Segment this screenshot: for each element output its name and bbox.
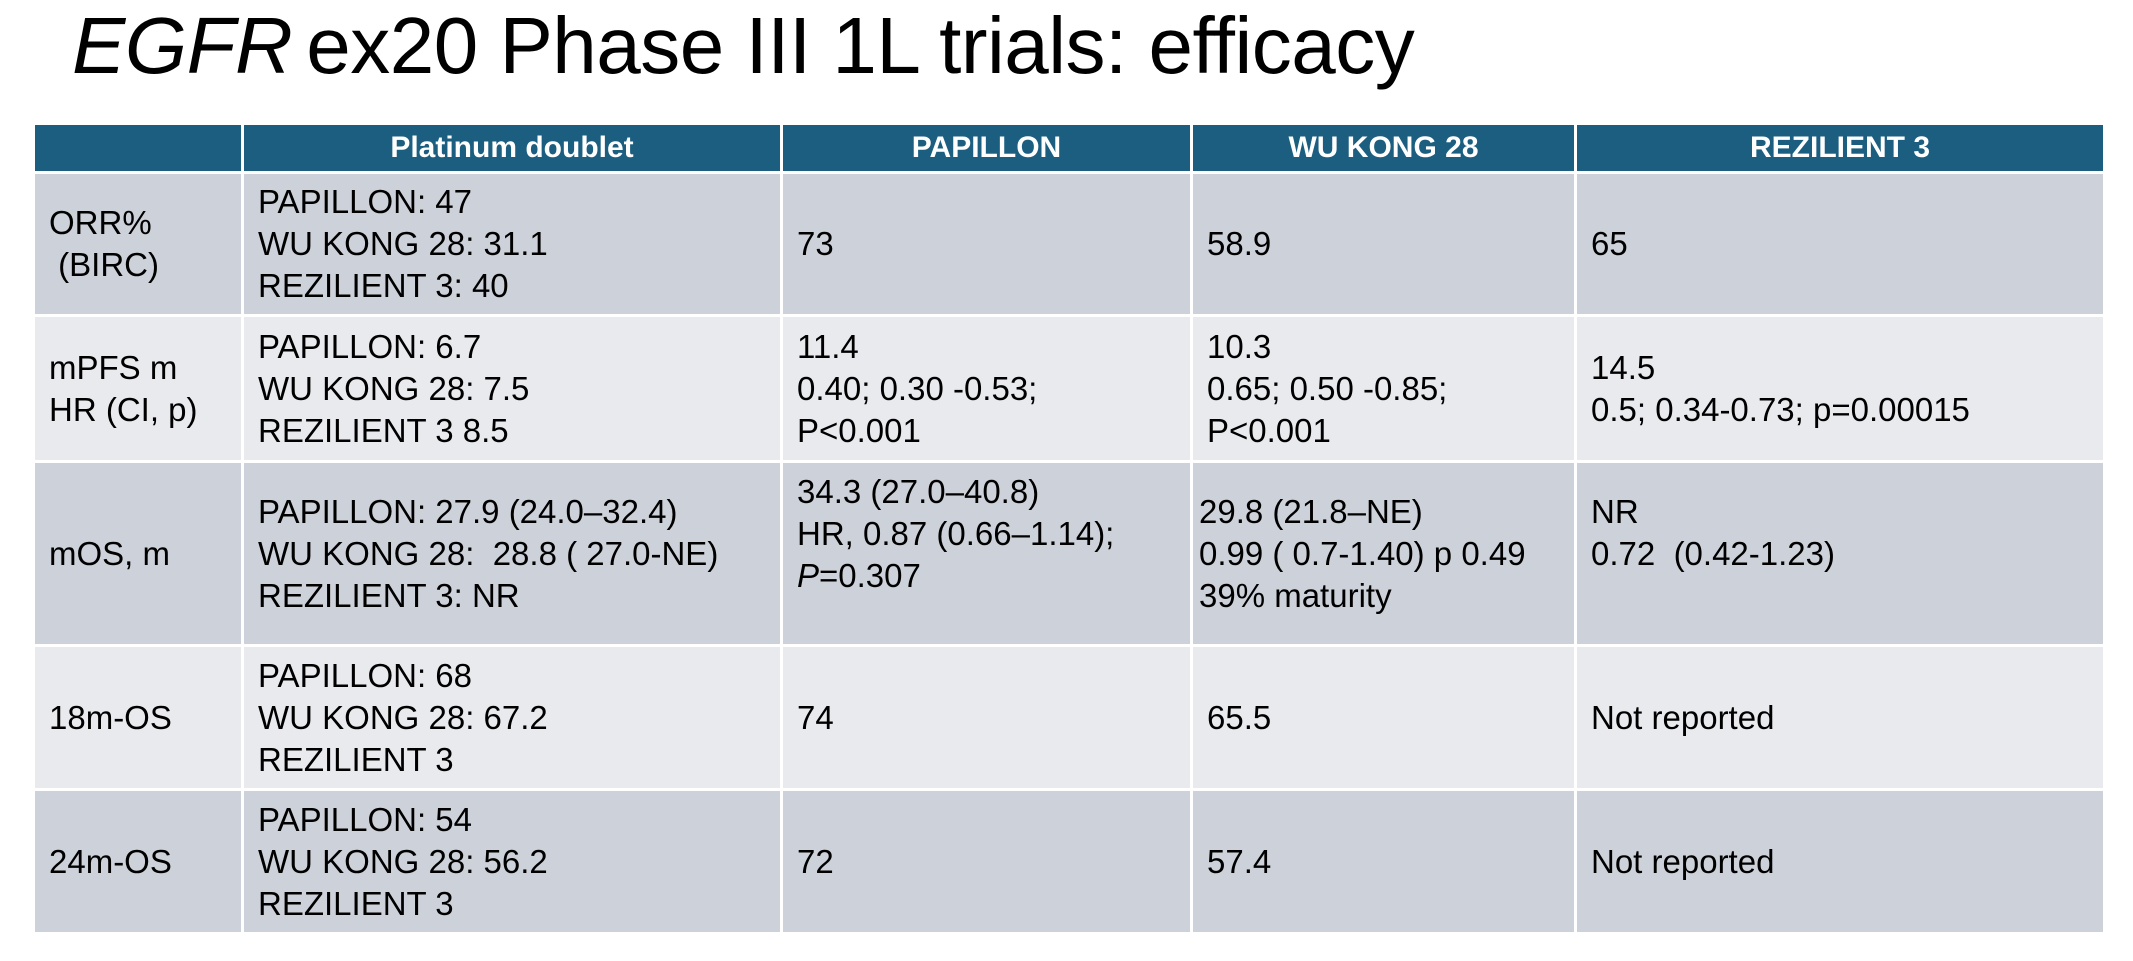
cell-platinum-24m-os: PAPILLON: 54 WU KONG 28: 56.2 REZILIENT …	[241, 788, 783, 935]
header-corner	[32, 122, 244, 174]
cell-line: PAPILLON: 47	[258, 183, 473, 220]
page-title: EGFR ex20 Phase III 1L trials: efficacy	[72, 0, 1415, 92]
title-gene: EGFR	[72, 1, 293, 90]
cell-line: 29.8 (21.8–NE)	[1199, 492, 1423, 530]
p-value: =0.307	[819, 557, 921, 594]
table-row-orr: ORR% (BIRC) PAPILLON: 47 WU KONG 28: 31.…	[32, 171, 2106, 317]
row-label-line: mOS, m	[49, 534, 170, 572]
cell-line: P<0.001	[797, 411, 921, 449]
cell-platinum-orr: PAPILLON: 47 WU KONG 28: 31.1 REZILIENT …	[241, 171, 783, 317]
cell-papillon-24m-os: 72	[780, 788, 1193, 935]
cell-line: 72	[797, 842, 834, 880]
cell-wukong-24m-os: 57.4	[1190, 788, 1577, 935]
row-label-orr: ORR% (BIRC)	[32, 171, 244, 317]
cell-wukong-mos: 29.8 (21.8–NE) 0.99 ( 0.7-1.40) p 0.49 3…	[1190, 460, 1577, 647]
cell-platinum-mpfs: PAPILLON: 6.7 WU KONG 28: 7.5 REZILIENT …	[241, 314, 783, 463]
header-papillon: PAPILLON	[780, 122, 1193, 174]
row-label-18m-os: 18m-OS	[32, 644, 244, 791]
row-label-line: ORR%	[49, 204, 152, 241]
cell-line: REZILIENT 3	[258, 740, 454, 778]
cell-rezilient-orr: 65	[1574, 171, 2106, 317]
row-label-line: mPFS m	[49, 348, 178, 386]
table-row-24m-os: 24m-OS PAPILLON: 54 WU KONG 28: 56.2 REZ…	[32, 788, 2106, 935]
cell-line: 65.5	[1207, 698, 1272, 736]
cell-line: 34.3 (27.0–40.8)	[797, 473, 1040, 510]
cell-line: REZILIENT 3: NR	[258, 576, 520, 614]
cell-line: 73	[797, 225, 834, 262]
cell-line: 58.9	[1207, 225, 1272, 262]
cell-line: 11.4	[797, 327, 859, 365]
row-label-mpfs: mPFS m HR (CI, p)	[32, 314, 244, 463]
cell-line: 14.5	[1591, 348, 1656, 386]
cell-line: 0.65; 0.50 -0.85;	[1207, 369, 1448, 407]
header-wu-kong-28: WU KONG 28	[1190, 122, 1577, 174]
title-text: ex20 Phase III 1L trials: efficacy	[306, 1, 1415, 90]
header-row: Platinum doublet PAPILLON WU KONG 28 REZ…	[32, 122, 2106, 174]
cell-line: WU KONG 28: 56.2	[258, 842, 548, 880]
cell-rezilient-24m-os: Not reported	[1574, 788, 2106, 935]
cell-line: PAPILLON: 6.7	[258, 327, 482, 365]
cell-line: WU KONG 28: 67.2	[258, 698, 548, 736]
cell-rezilient-18m-os: Not reported	[1574, 644, 2106, 791]
table-row-mos: mOS, m PAPILLON: 27.9 (24.0–32.4) WU KON…	[32, 460, 2106, 647]
cell-wukong-18m-os: 65.5	[1190, 644, 1577, 791]
cell-line: REZILIENT 3: 40	[258, 267, 509, 304]
cell-papillon-mpfs: 11.4 0.40; 0.30 -0.53; P<0.001	[780, 314, 1193, 463]
cell-wukong-mpfs: 10.3 0.65; 0.50 -0.85; P<0.001	[1190, 314, 1577, 463]
cell-line: P<0.001	[1207, 411, 1331, 449]
cell-line: PAPILLON: 54	[258, 800, 473, 838]
cell-platinum-18m-os: PAPILLON: 68 WU KONG 28: 67.2 REZILIENT …	[241, 644, 783, 791]
row-label-line: 24m-OS	[49, 842, 172, 880]
row-label-line: 18m-OS	[49, 698, 172, 736]
cell-papillon-orr: 73	[780, 171, 1193, 317]
cell-line: PAPILLON: 68	[258, 656, 473, 694]
cell-platinum-mos: PAPILLON: 27.9 (24.0–32.4) WU KONG 28: 2…	[241, 460, 783, 647]
cell-line: Not reported	[1591, 698, 1775, 736]
cell-line: P=0.307	[797, 555, 1176, 597]
row-label-line: (BIRC)	[49, 246, 159, 283]
cell-line: 65	[1591, 225, 1628, 262]
cell-line: REZILIENT 3	[258, 884, 454, 922]
cell-line: 39% maturity	[1199, 576, 1392, 614]
cell-line: 0.72 (0.42-1.23)	[1591, 535, 1835, 572]
header-platinum-doublet: Platinum doublet	[241, 122, 783, 174]
cell-papillon-mos: 34.3 (27.0–40.8) HR, 0.87 (0.66–1.14); P…	[780, 460, 1193, 647]
cell-line: 0.5; 0.34-0.73; p=0.00015	[1591, 390, 1970, 428]
cell-line: WU KONG 28: 7.5	[258, 369, 530, 407]
cell-line: WU KONG 28: 31.1	[258, 225, 548, 262]
cell-line: NR	[1591, 493, 1639, 530]
cell-rezilient-mpfs: 14.5 0.5; 0.34-0.73; p=0.00015	[1574, 314, 2106, 463]
cell-line: 74	[797, 698, 834, 736]
cell-line: PAPILLON: 27.9 (24.0–32.4)	[258, 492, 678, 530]
cell-line: WU KONG 28: 28.8 ( 27.0-NE)	[258, 534, 719, 572]
cell-line: 0.40; 0.30 -0.53;	[797, 369, 1038, 407]
row-label-mos: mOS, m	[32, 460, 244, 647]
table-row-18m-os: 18m-OS PAPILLON: 68 WU KONG 28: 67.2 REZ…	[32, 644, 2106, 791]
cell-line: HR, 0.87 (0.66–1.14);	[797, 515, 1115, 552]
cell-line: 0.99 ( 0.7-1.40) p 0.49	[1199, 534, 1526, 572]
header-rezilient-3: REZILIENT 3	[1574, 122, 2106, 174]
efficacy-table: Platinum doublet PAPILLON WU KONG 28 REZ…	[32, 122, 2106, 935]
cell-line: 10.3	[1207, 327, 1272, 365]
cell-line: 57.4	[1207, 842, 1272, 880]
cell-wukong-orr: 58.9	[1190, 171, 1577, 317]
row-label-line: HR (CI, p)	[49, 390, 198, 428]
row-label-24m-os: 24m-OS	[32, 788, 244, 935]
cell-line: REZILIENT 3 8.5	[258, 411, 509, 449]
table-row-mpfs: mPFS m HR (CI, p) PAPILLON: 6.7 WU KONG …	[32, 314, 2106, 463]
p-symbol: P	[797, 557, 820, 594]
cell-papillon-18m-os: 74	[780, 644, 1193, 791]
cell-rezilient-mos: NR 0.72 (0.42-1.23)	[1574, 460, 2106, 647]
cell-line: Not reported	[1591, 842, 1775, 880]
